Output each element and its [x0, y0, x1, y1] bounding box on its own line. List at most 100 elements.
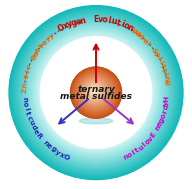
Circle shape	[14, 11, 178, 174]
Circle shape	[40, 37, 152, 148]
Text: o: o	[22, 101, 29, 107]
Text: g: g	[49, 146, 57, 153]
Circle shape	[18, 15, 174, 170]
Text: x: x	[58, 151, 65, 159]
Text: i: i	[162, 72, 168, 76]
Text: i: i	[157, 60, 164, 64]
Circle shape	[39, 35, 153, 150]
Circle shape	[15, 12, 177, 174]
Circle shape	[13, 10, 179, 175]
Text: O: O	[62, 153, 70, 161]
Circle shape	[82, 79, 108, 104]
Circle shape	[36, 33, 156, 152]
Circle shape	[26, 23, 166, 162]
Text: a: a	[32, 50, 40, 58]
Text: n: n	[42, 139, 49, 147]
Circle shape	[89, 85, 100, 97]
Circle shape	[31, 28, 161, 157]
Circle shape	[91, 88, 97, 94]
Circle shape	[90, 87, 98, 95]
Circle shape	[31, 27, 161, 158]
Circle shape	[27, 24, 165, 162]
Text: S: S	[150, 47, 158, 55]
Circle shape	[72, 69, 119, 116]
Circle shape	[79, 76, 111, 108]
Circle shape	[20, 16, 172, 169]
Text: B: B	[30, 54, 37, 62]
Text: e: e	[156, 121, 164, 128]
Circle shape	[11, 7, 181, 178]
Text: Z: Z	[22, 87, 28, 93]
Circle shape	[77, 74, 114, 111]
Text: W: W	[130, 28, 140, 37]
Circle shape	[23, 19, 169, 166]
Text: u: u	[28, 119, 35, 126]
Text: e: e	[141, 37, 149, 45]
Circle shape	[34, 31, 158, 154]
Circle shape	[83, 80, 106, 103]
Text: n: n	[126, 23, 135, 33]
Text: i: i	[25, 69, 31, 73]
Circle shape	[40, 37, 152, 148]
Circle shape	[70, 67, 122, 118]
Circle shape	[9, 6, 183, 180]
Circle shape	[11, 8, 181, 177]
Text: t: t	[134, 147, 141, 154]
Circle shape	[83, 79, 107, 104]
Text: metal sulfides: metal sulfides	[60, 92, 132, 101]
Text: a: a	[23, 73, 30, 79]
Text: g: g	[158, 117, 166, 124]
Text: t: t	[115, 18, 121, 28]
Circle shape	[12, 8, 180, 177]
Text: t: t	[35, 47, 42, 53]
Circle shape	[39, 36, 153, 149]
Text: y: y	[48, 33, 56, 40]
Circle shape	[26, 22, 166, 163]
Circle shape	[81, 78, 109, 106]
Text: R: R	[35, 132, 43, 139]
Circle shape	[21, 17, 171, 168]
Text: o: o	[102, 15, 108, 25]
Text: t: t	[160, 67, 167, 73]
Text: n: n	[79, 16, 86, 26]
Text: n: n	[162, 75, 169, 82]
Circle shape	[85, 82, 104, 101]
Circle shape	[37, 34, 155, 152]
Circle shape	[74, 71, 117, 114]
Circle shape	[19, 16, 173, 170]
Circle shape	[88, 85, 101, 98]
Circle shape	[32, 29, 160, 156]
Circle shape	[10, 6, 182, 179]
Circle shape	[82, 78, 108, 105]
Text: r: r	[145, 41, 152, 47]
Circle shape	[38, 34, 154, 151]
Circle shape	[86, 82, 104, 100]
Circle shape	[22, 18, 170, 167]
Circle shape	[24, 21, 168, 164]
Circle shape	[71, 68, 121, 117]
Circle shape	[33, 29, 159, 156]
Circle shape	[10, 7, 182, 178]
Circle shape	[23, 20, 169, 165]
Circle shape	[86, 83, 103, 100]
Text: o: o	[122, 21, 131, 31]
Circle shape	[80, 77, 110, 106]
Circle shape	[29, 26, 163, 160]
Circle shape	[13, 9, 179, 176]
Circle shape	[73, 69, 119, 115]
Circle shape	[29, 25, 163, 160]
Circle shape	[22, 19, 170, 166]
Text: l: l	[155, 56, 162, 60]
Text: e: e	[41, 39, 49, 47]
Text: e: e	[46, 143, 53, 150]
Text: n: n	[22, 82, 28, 88]
Text: t: t	[159, 63, 166, 69]
Text: l: l	[107, 16, 112, 25]
Text: t: t	[38, 43, 45, 50]
Circle shape	[76, 72, 115, 112]
Circle shape	[17, 14, 175, 172]
Text: t: t	[139, 35, 145, 41]
Circle shape	[32, 28, 160, 157]
Text: y: y	[66, 19, 74, 29]
Text: c: c	[26, 115, 33, 121]
